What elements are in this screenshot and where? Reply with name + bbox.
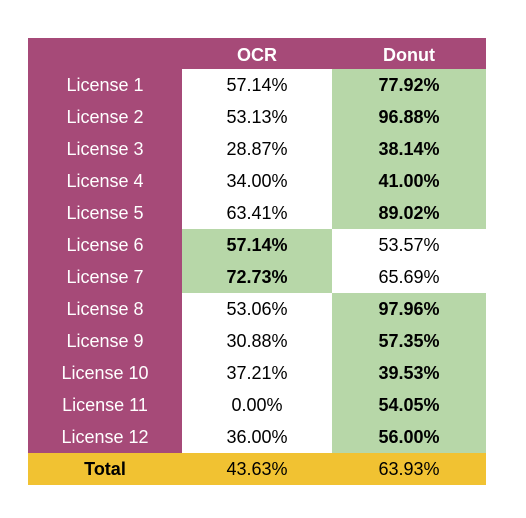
total-donut: 63.93% <box>332 453 486 485</box>
total-label: Total <box>28 453 182 485</box>
ocr-cell: 57.14% <box>182 69 332 101</box>
row-label: License 3 <box>28 133 182 165</box>
ocr-cell: 28.87% <box>182 133 332 165</box>
row-label: License 6 <box>28 229 182 261</box>
ocr-cell: 36.00% <box>182 421 332 453</box>
ocr-cell: 72.73% <box>182 261 332 293</box>
ocr-cell: 53.06% <box>182 293 332 325</box>
ocr-cell: 34.00% <box>182 165 332 197</box>
row-label: License 1 <box>28 69 182 101</box>
row-label: License 7 <box>28 261 182 293</box>
row-label: License 12 <box>28 421 182 453</box>
row-label: License 8 <box>28 293 182 325</box>
donut-cell: 77.92% <box>332 69 486 101</box>
header-corner <box>28 38 182 69</box>
ocr-cell: 30.88% <box>182 325 332 357</box>
donut-cell: 97.96% <box>332 293 486 325</box>
row-label: License 2 <box>28 101 182 133</box>
row-label: License 9 <box>28 325 182 357</box>
header-donut: Donut <box>332 38 486 69</box>
ocr-cell: 0.00% <box>182 389 332 421</box>
ocr-cell: 63.41% <box>182 197 332 229</box>
row-label: License 5 <box>28 197 182 229</box>
row-label: License 4 <box>28 165 182 197</box>
donut-cell: 41.00% <box>332 165 486 197</box>
ocr-cell: 53.13% <box>182 101 332 133</box>
donut-cell: 53.57% <box>332 229 486 261</box>
donut-cell: 38.14% <box>332 133 486 165</box>
row-label: License 11 <box>28 389 182 421</box>
donut-cell: 54.05% <box>332 389 486 421</box>
comparison-table: OCR Donut License 1 57.14% 77.92% Licens… <box>28 38 486 485</box>
donut-cell: 39.53% <box>332 357 486 389</box>
donut-cell: 65.69% <box>332 261 486 293</box>
donut-cell: 56.00% <box>332 421 486 453</box>
donut-cell: 57.35% <box>332 325 486 357</box>
ocr-cell: 57.14% <box>182 229 332 261</box>
donut-cell: 96.88% <box>332 101 486 133</box>
donut-cell: 89.02% <box>332 197 486 229</box>
row-label: License 10 <box>28 357 182 389</box>
total-ocr: 43.63% <box>182 453 332 485</box>
header-ocr: OCR <box>182 38 332 69</box>
ocr-cell: 37.21% <box>182 357 332 389</box>
